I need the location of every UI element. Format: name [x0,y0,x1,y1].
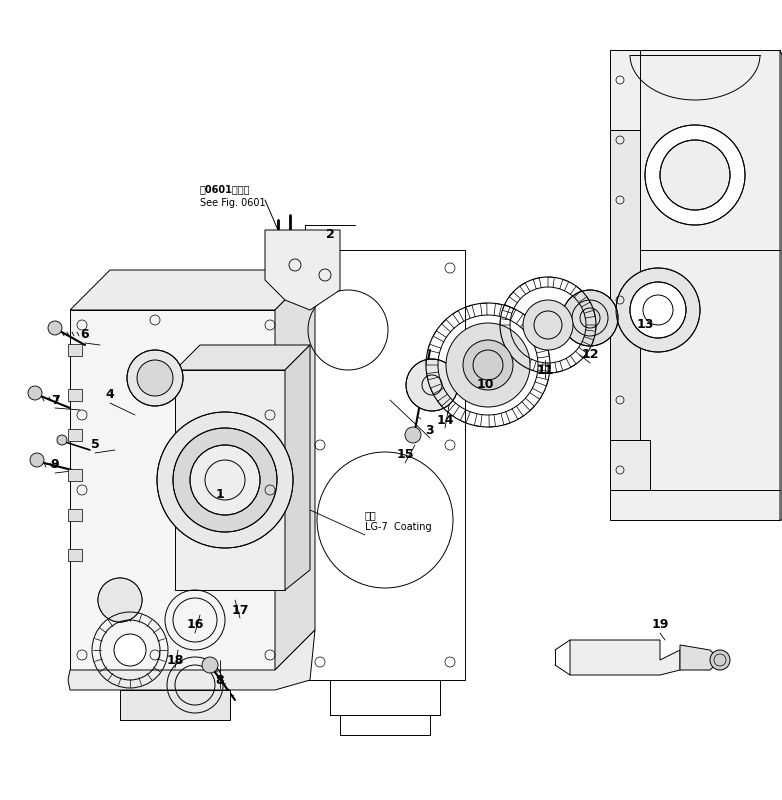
Polygon shape [68,630,315,690]
Circle shape [710,650,730,670]
Text: 15: 15 [396,449,414,462]
Polygon shape [68,344,82,356]
Text: 14: 14 [436,414,454,426]
Circle shape [463,340,513,390]
Circle shape [28,386,42,400]
Text: 8: 8 [216,674,224,686]
Polygon shape [570,640,680,675]
Text: 16: 16 [186,618,203,631]
Circle shape [157,412,293,548]
Text: 7: 7 [51,394,59,406]
Circle shape [660,140,730,210]
Polygon shape [175,345,310,370]
Text: 6: 6 [81,329,89,342]
Text: 4: 4 [106,389,114,402]
Text: 10: 10 [476,378,493,391]
Circle shape [48,321,62,335]
Circle shape [127,350,183,406]
Circle shape [446,323,530,407]
Polygon shape [610,130,640,490]
Polygon shape [285,345,310,590]
Polygon shape [70,310,275,670]
Circle shape [137,360,173,396]
Text: LG-7  Coating: LG-7 Coating [365,522,432,532]
Polygon shape [120,690,230,720]
Text: 12: 12 [581,349,599,362]
Polygon shape [68,509,82,521]
Circle shape [202,657,218,673]
Polygon shape [175,370,285,590]
Polygon shape [275,270,315,670]
Text: 17: 17 [231,603,249,617]
Circle shape [98,578,142,622]
Circle shape [173,428,277,532]
Polygon shape [68,469,82,481]
Circle shape [405,427,421,443]
Text: 塗布: 塗布 [365,510,377,520]
Polygon shape [610,440,650,490]
Text: 1: 1 [216,489,224,502]
Circle shape [57,435,67,445]
Text: See Fig. 0601: See Fig. 0601 [200,198,266,208]
Polygon shape [68,549,82,561]
Circle shape [190,445,260,515]
Polygon shape [780,50,782,520]
Polygon shape [265,230,340,310]
Text: 9: 9 [51,458,59,471]
Text: 2: 2 [325,229,335,242]
Polygon shape [610,50,780,520]
Polygon shape [680,645,720,670]
Text: 第0601図参照: 第0601図参照 [200,184,250,194]
Circle shape [523,300,573,350]
Text: 5: 5 [91,438,99,451]
Circle shape [630,282,686,338]
Circle shape [406,359,458,411]
Circle shape [645,125,745,225]
Text: 11: 11 [536,363,554,377]
Circle shape [562,290,618,346]
Circle shape [30,453,44,467]
Polygon shape [68,429,82,441]
Circle shape [114,634,146,666]
Text: 13: 13 [637,318,654,331]
Circle shape [616,268,700,352]
Text: 19: 19 [651,618,669,631]
Text: 18: 18 [167,654,184,666]
Text: 3: 3 [425,423,434,437]
Polygon shape [70,270,315,310]
Polygon shape [68,389,82,401]
